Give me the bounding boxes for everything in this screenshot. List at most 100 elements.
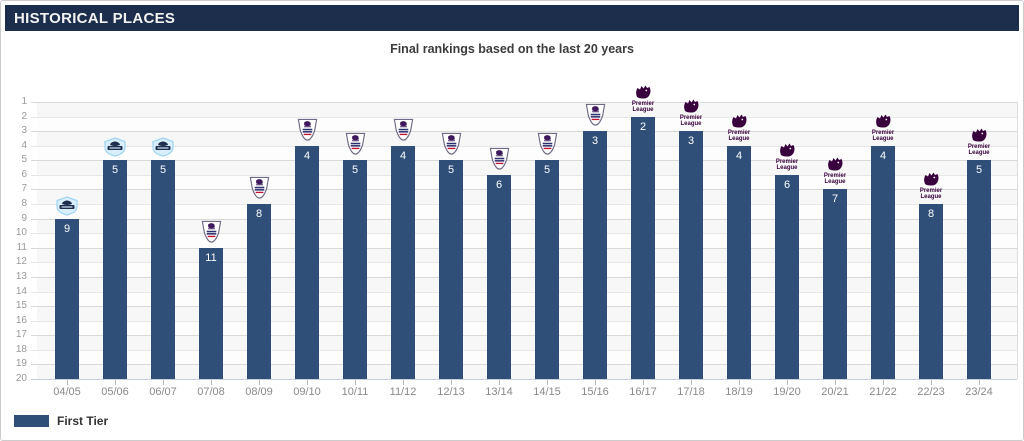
legend-label: First Tier	[57, 414, 109, 428]
x-axis-tick	[835, 380, 836, 385]
bar-10-11[interactable]: 5	[343, 160, 367, 379]
x-axis-label-19-20: 19/20	[773, 386, 801, 398]
premier-league-logo-icon: Premier League	[671, 98, 711, 127]
barclays-premier-league-logo-icon	[239, 176, 279, 201]
y-gridline	[31, 320, 1017, 322]
bar-15-16[interactable]: 3	[583, 131, 607, 379]
bar-value-label: 8	[927, 208, 935, 221]
bar-05-06[interactable]: 5	[103, 160, 127, 379]
bar-21-22[interactable]: 4	[871, 145, 895, 379]
bar-16-17[interactable]: 2	[631, 116, 655, 379]
y-axis-label: 20	[15, 373, 27, 384]
y-axis-label: 15	[15, 300, 27, 312]
barclays-premier-league-logo-icon	[335, 132, 375, 157]
premier-league-logo-icon: Premier League	[959, 127, 999, 156]
bar-04-05[interactable]: 9	[55, 218, 79, 379]
barclays-premier-league-logo-icon	[479, 147, 519, 172]
bar-14-15[interactable]: 5	[535, 160, 559, 379]
y-axis-label: 3	[21, 125, 27, 137]
y-axis-label: 11	[16, 241, 27, 253]
bar-08-09[interactable]: 8	[247, 204, 271, 379]
legend-swatch	[14, 415, 49, 427]
y-gridline	[31, 262, 1017, 264]
bar-value-label: 11	[205, 251, 217, 264]
premier-league-logo-icon: Premier League	[815, 156, 855, 185]
y-axis-label: 4	[21, 139, 27, 151]
plot-row-band	[37, 131, 1017, 146]
panel-title: HISTORICAL PLACES	[14, 9, 176, 27]
plot-row-band	[37, 364, 1017, 379]
x-axis-label-16-17: 16/17	[629, 386, 657, 398]
y-axis-label: 1	[21, 96, 27, 107]
bar-06-07[interactable]: 5	[151, 160, 175, 379]
y-gridline	[31, 291, 1017, 293]
bar-value-label: 4	[735, 149, 743, 162]
premier-league-logo-icon: Premier League	[623, 84, 663, 113]
bar-11-12[interactable]: 4	[391, 145, 415, 379]
plot-row-band	[37, 218, 1017, 234]
bar-value-label: 4	[303, 149, 311, 162]
y-axis-label: 10	[15, 227, 27, 239]
y-gridline	[31, 349, 1017, 351]
y-axis-label: 17	[15, 329, 27, 341]
plot-row-band	[37, 116, 1017, 132]
y-gridline	[31, 102, 1017, 103]
y-gridline	[31, 174, 1017, 176]
y-axis-label: 6	[21, 168, 27, 180]
plot-row-band	[37, 174, 1017, 190]
y-axis-label: 7	[21, 183, 27, 195]
x-axis-tick	[595, 380, 596, 385]
barclays-premier-league-logo-icon	[527, 132, 567, 157]
x-axis-tick	[499, 380, 500, 385]
x-axis-label-15-16: 15/16	[581, 386, 609, 398]
bar-23-24[interactable]: 5	[967, 160, 991, 379]
bar-19-20[interactable]: 6	[775, 174, 799, 379]
barclays-premier-league-logo-icon	[191, 220, 231, 245]
bar-13-14[interactable]: 6	[487, 174, 511, 379]
plot-row-band	[37, 204, 1017, 219]
y-axis-label: 19	[15, 358, 27, 370]
bar-value-label: 9	[63, 222, 71, 235]
bar-value-label: 6	[783, 178, 791, 191]
bar-12-13[interactable]: 5	[439, 160, 463, 379]
x-axis-line	[31, 379, 1017, 380]
plot-row-band	[37, 335, 1017, 350]
plot-row-band	[37, 233, 1017, 248]
bar-value-label: 5	[111, 164, 119, 177]
y-gridline	[31, 116, 1017, 118]
y-gridline	[31, 306, 1017, 308]
x-axis-tick	[403, 380, 404, 385]
y-gridline	[31, 131, 1017, 133]
x-axis-label-11-12: 11/12	[389, 386, 417, 398]
bar-18-19[interactable]: 4	[727, 145, 751, 379]
bar-value-label: 3	[687, 135, 695, 148]
x-axis-tick	[787, 380, 788, 385]
y-axis-label: 13	[15, 270, 27, 282]
bar-value-label: 5	[543, 164, 551, 177]
bar-09-10[interactable]: 4	[295, 145, 319, 379]
x-axis-tick	[691, 380, 692, 385]
y-axis-label: 8	[21, 198, 27, 210]
x-axis-label-14-15: 14/15	[533, 386, 561, 398]
bar-value-label: 5	[447, 164, 455, 177]
x-axis-tick	[307, 380, 308, 385]
x-axis-tick	[211, 380, 212, 385]
x-axis-label-04-05: 04/05	[53, 386, 81, 398]
x-axis-tick	[883, 380, 884, 385]
x-axis-label-13-14: 13/14	[485, 386, 513, 398]
bar-value-label: 3	[591, 135, 599, 148]
bar-value-label: 5	[351, 164, 359, 177]
bar-17-18[interactable]: 3	[679, 131, 703, 379]
x-axis-label-22-23: 22/23	[917, 386, 945, 398]
x-axis-label-17-18: 17/18	[677, 386, 705, 398]
bar-20-21[interactable]: 7	[823, 189, 847, 379]
bar-07-08[interactable]: 11	[199, 247, 223, 379]
premier-league-logo-icon: Premier League	[863, 113, 903, 142]
x-axis-tick	[259, 380, 260, 385]
bar-value-label: 2	[639, 120, 647, 133]
bar-22-23[interactable]: 8	[919, 204, 943, 379]
y-axis-label: 5	[21, 154, 27, 166]
legend-item-first-tier[interactable]: First Tier	[14, 414, 108, 428]
